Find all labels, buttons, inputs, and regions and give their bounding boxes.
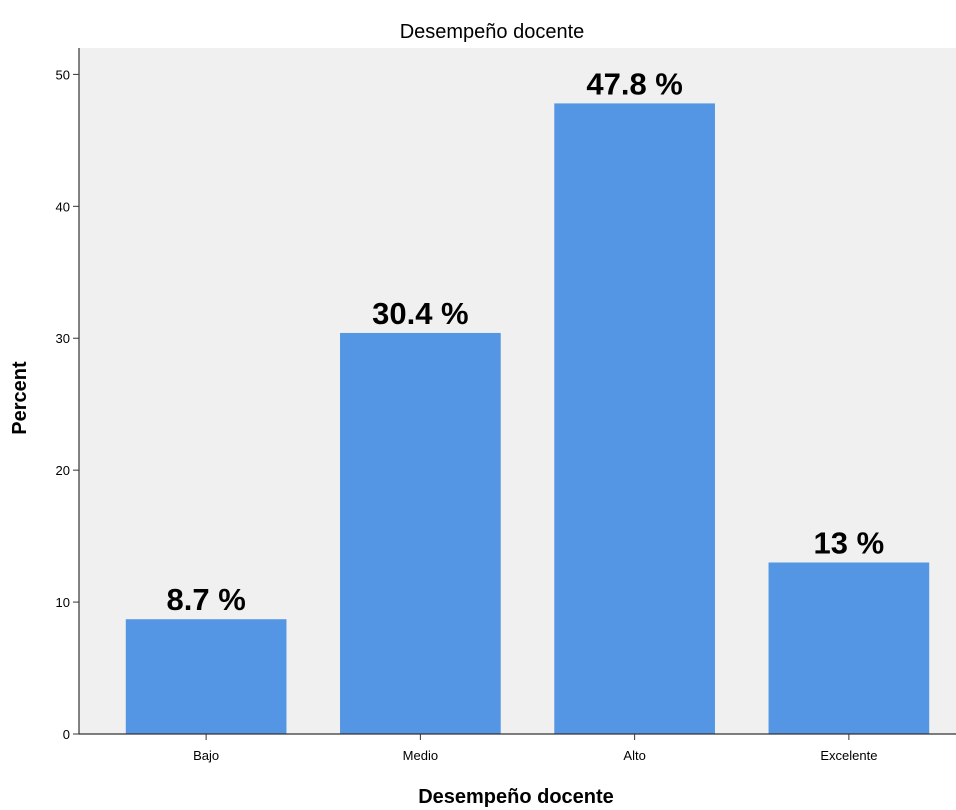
data-label-alto: 47.8 % <box>586 66 683 101</box>
y-tick-label-20: 20 <box>56 463 70 478</box>
x-tick-label-bajo: Bajo <box>193 748 219 763</box>
data-label-bajo: 8.7 % <box>166 582 245 617</box>
data-labels-group: 8.7 % 30.4 % 47.8 % 13 % <box>166 66 884 617</box>
chart-title: Desempeño docente <box>400 21 585 43</box>
y-ticks-group: 0 10 20 30 40 50 <box>56 67 79 742</box>
x-tick-label-excelente: Excelente <box>820 748 877 763</box>
data-label-excelente: 13 % <box>814 526 885 561</box>
x-axis-title: Desempeño docente <box>418 786 614 808</box>
x-ticks-group: Bajo Medio Alto Excelente <box>193 734 877 763</box>
y-tick-label-10: 10 <box>56 595 70 610</box>
bar-medio <box>340 332 501 734</box>
x-tick-label-medio: Medio <box>403 748 438 763</box>
x-tick-label-alto: Alto <box>623 748 645 763</box>
y-tick-label-40: 40 <box>56 199 70 214</box>
bar-bajo <box>125 619 287 734</box>
y-tick-label-50: 50 <box>56 67 70 82</box>
y-axis-title: Percent <box>9 361 31 435</box>
y-tick-label-0: 0 <box>63 727 70 742</box>
y-tick-label-30: 30 <box>56 331 70 346</box>
bar-excelente <box>768 562 930 734</box>
bars-group <box>125 103 930 734</box>
bar-alto <box>554 103 715 734</box>
data-label-medio: 30.4 % <box>372 296 469 331</box>
